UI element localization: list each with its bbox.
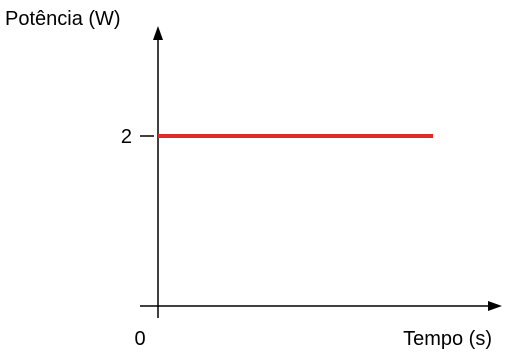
x-axis-label: Tempo (s) — [403, 328, 492, 350]
y-axis-arrow — [153, 26, 163, 40]
y-axis-label: Potência (W) — [5, 8, 121, 30]
y-tick-label-2: 2 — [121, 126, 132, 148]
x-axis-arrow — [488, 301, 502, 311]
x-tick-label-0: 0 — [134, 328, 145, 350]
